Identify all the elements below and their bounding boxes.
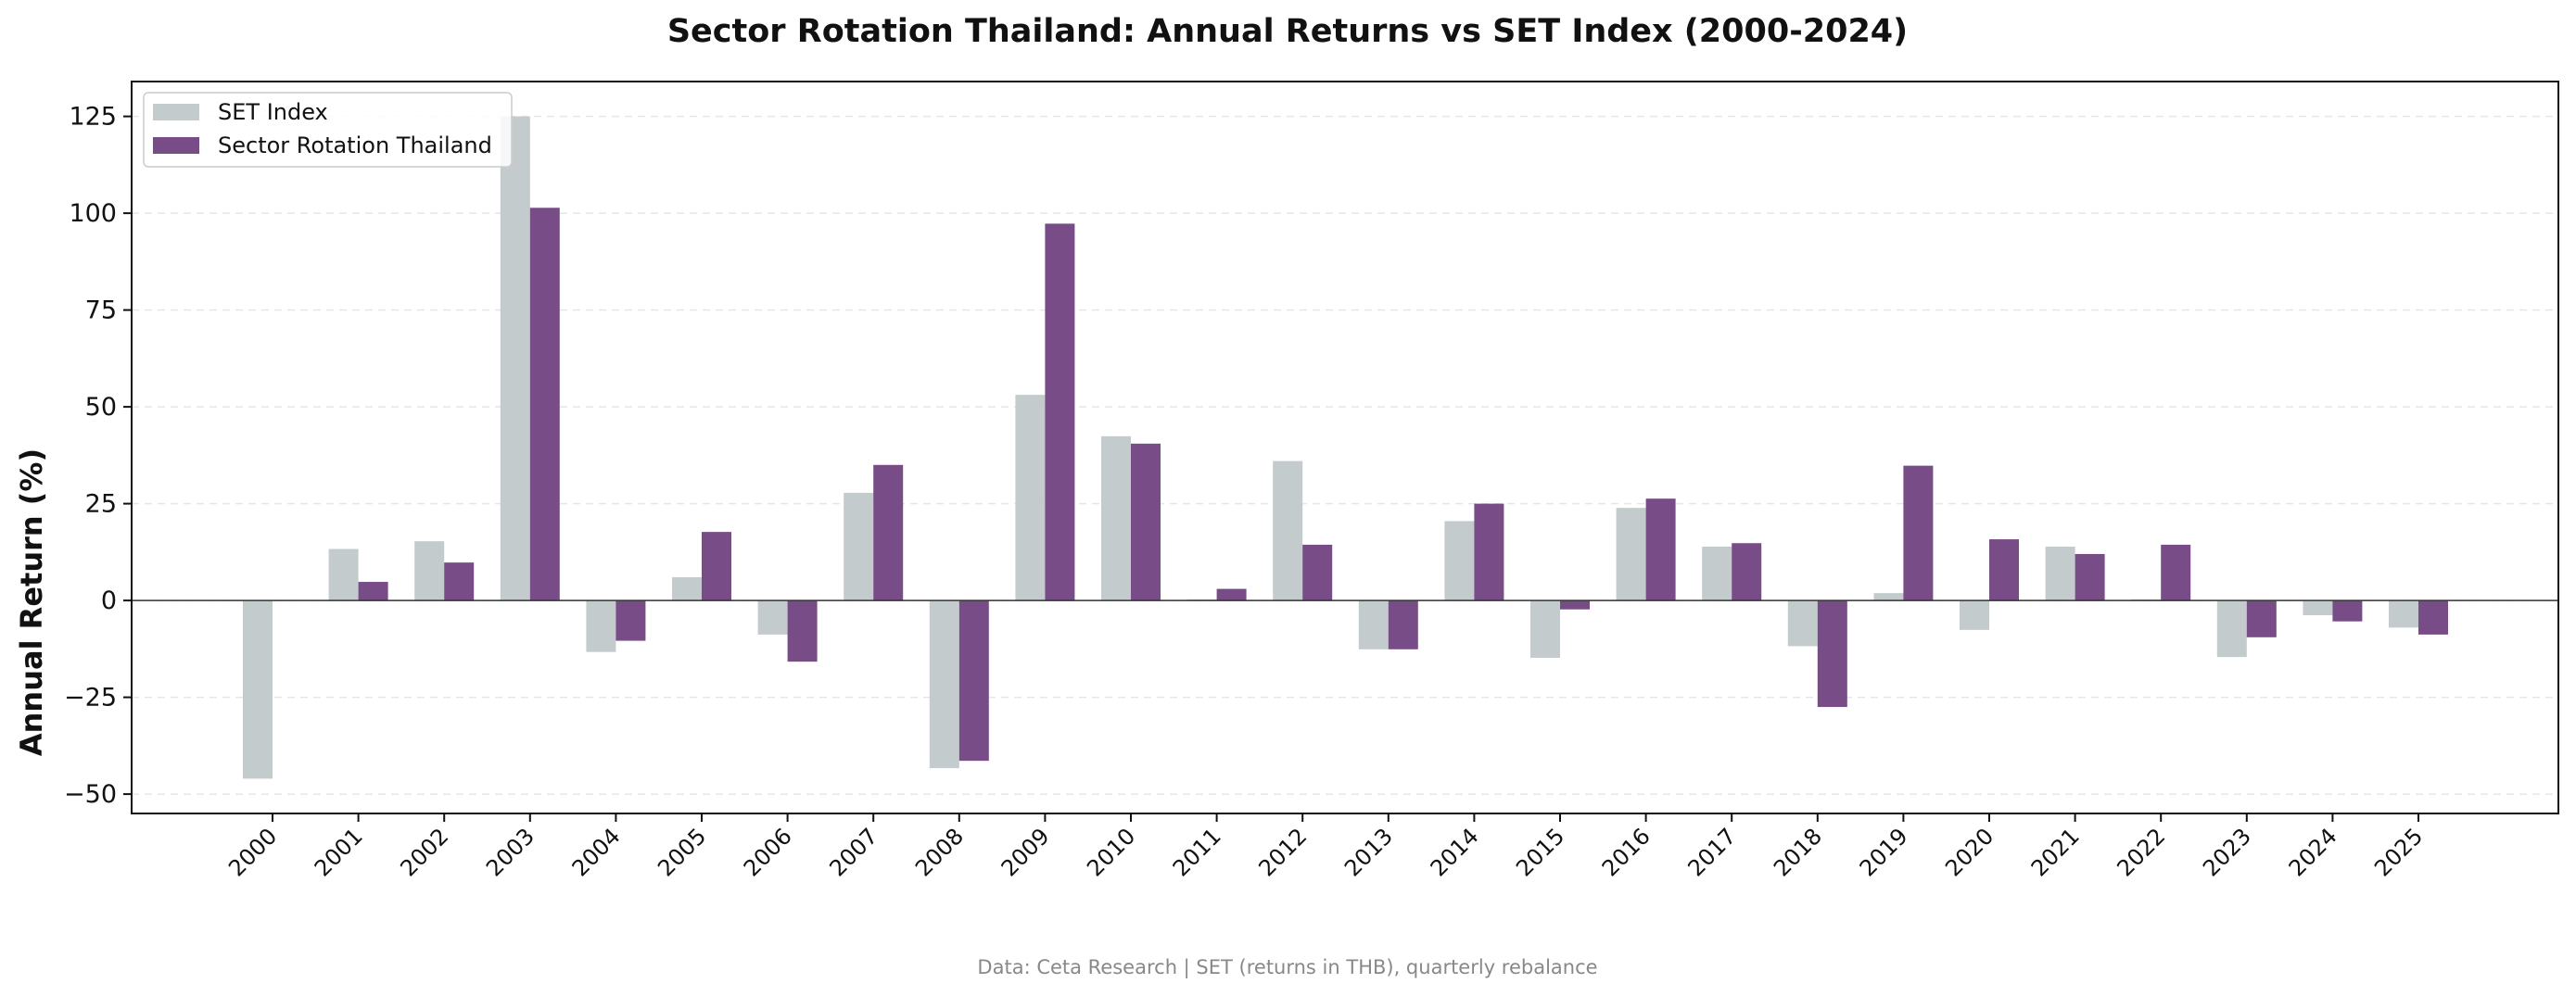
bar-set-index-2000	[243, 600, 273, 779]
x-tick-label: 2003	[481, 823, 539, 881]
bar-sector-rotation-2020	[1989, 539, 2019, 601]
bar-sector-rotation-2023	[2246, 600, 2277, 637]
bar-set-index-2005	[672, 577, 702, 601]
x-tick-label: 2009	[996, 823, 1055, 881]
x-tick-label: 2013	[1339, 823, 1398, 881]
bar-sector-rotation-2004	[615, 600, 646, 641]
legend-swatch	[153, 137, 199, 154]
bar-set-index-2024	[2303, 600, 2333, 615]
x-tick-label: 2008	[910, 823, 969, 881]
bar-sector-rotation-2025	[2418, 600, 2448, 635]
bar-sector-rotation-2010	[1131, 443, 1161, 601]
x-tick-label: 2001	[310, 823, 368, 881]
legend-label: SET Index	[218, 99, 328, 125]
bar-set-index-2002	[414, 541, 445, 601]
x-tick-label: 2010	[1082, 823, 1140, 881]
x-tick-label: 2005	[653, 823, 711, 881]
x-tick-label: 2011	[1168, 823, 1226, 881]
bar-sector-rotation-2001	[358, 582, 388, 601]
bar-sector-rotation-2014	[1474, 503, 1504, 601]
x-tick-label: 2014	[1426, 823, 1484, 881]
bar-set-index-2010	[1101, 435, 1131, 601]
bar-set-index-2017	[1702, 547, 1732, 601]
footnote: Data: Ceta Research | SET (returns in TH…	[977, 956, 1597, 979]
bar-sector-rotation-2011	[1216, 588, 1247, 601]
x-tick-label: 2006	[739, 823, 797, 881]
bar-set-index-2013	[1358, 600, 1389, 649]
chart-title: Sector Rotation Thailand: Annual Returns…	[667, 13, 1908, 50]
bar-sector-rotation-2013	[1388, 600, 1418, 649]
legend-label: Sector Rotation Thailand	[218, 132, 492, 158]
bar-sector-rotation-2022	[2161, 544, 2191, 601]
bar-set-index-2015	[1530, 600, 1560, 658]
legend-box	[143, 92, 513, 168]
x-tick-label: 2024	[2284, 823, 2342, 881]
bar-sector-rotation-2024	[2332, 600, 2363, 622]
bar-sector-rotation-2007	[873, 464, 904, 601]
x-tick-label: 2015	[1511, 823, 1569, 881]
bar-set-index-2007	[844, 492, 874, 601]
bar-set-index-2009	[1015, 395, 1046, 601]
bar-sector-rotation-2003	[529, 208, 560, 601]
legend-swatch	[153, 104, 199, 120]
x-tick-label: 2016	[1597, 823, 1656, 881]
bar-set-index-2001	[328, 548, 359, 601]
bar-set-index-2018	[1787, 600, 1818, 647]
y-axis-ticks: −50 −25 0 25 50 75 100 125	[64, 103, 132, 809]
bar-set-index-2006	[757, 600, 788, 635]
x-tick-label: 2018	[1769, 823, 1827, 881]
grid-lines	[132, 115, 2558, 795]
x-tick-label: 2020	[1940, 823, 1999, 881]
bar-sector-rotation-2006	[787, 600, 818, 662]
x-tick-label: 2019	[1855, 823, 1913, 881]
bars-group	[243, 116, 2448, 779]
y-tick-label: −25	[64, 684, 117, 712]
bar-sector-rotation-2002	[444, 562, 475, 601]
x-tick-label: 2012	[1253, 823, 1312, 881]
plot-frame	[131, 81, 2559, 814]
bar-sector-rotation-2018	[1817, 600, 1847, 708]
bar-sector-rotation-2017	[1732, 543, 1762, 601]
bar-set-index-2021	[2045, 547, 2075, 601]
y-tick-label: 25	[85, 490, 117, 519]
bar-sector-rotation-2012	[1302, 544, 1333, 601]
x-tick-label: 2004	[567, 823, 626, 881]
bar-set-index-2020	[1960, 600, 1989, 630]
bar-set-index-2004	[586, 600, 616, 652]
bar-set-index-2019	[1873, 593, 1904, 601]
x-tick-label: 2017	[1682, 823, 1741, 881]
bar-sector-rotation-2005	[702, 532, 731, 601]
bar-set-index-2014	[1444, 521, 1475, 601]
bar-sector-rotation-2021	[2075, 553, 2105, 601]
y-tick-label: 100	[69, 199, 117, 228]
bar-set-index-2023	[2216, 600, 2247, 658]
y-tick-label: −50	[64, 780, 117, 809]
y-axis-label: Annual Return (%)	[14, 448, 49, 756]
bar-set-index-2008	[929, 600, 959, 769]
y-tick-label: 75	[85, 296, 117, 325]
legend: SET Index Sector Rotation Thailand	[143, 92, 513, 168]
x-axis-ticks: 2000 2001 2002 2003 2004 2005 2006 2007 2008 2009…	[223, 813, 2428, 881]
y-tick-label: 50	[85, 393, 117, 422]
y-tick-label: 125	[69, 103, 117, 132]
bar-sector-rotation-2008	[958, 600, 989, 762]
x-tick-label: 2007	[824, 823, 882, 881]
bar-set-index-2025	[2389, 600, 2418, 628]
y-tick-label: 0	[101, 586, 117, 615]
x-tick-label: 2025	[2369, 823, 2428, 881]
bar-set-index-2012	[1273, 460, 1303, 601]
bar-set-index-2003	[500, 116, 530, 601]
x-tick-label: 2002	[395, 823, 453, 881]
bar-set-index-2016	[1616, 508, 1646, 601]
x-tick-label: 2022	[2112, 823, 2170, 881]
bar-sector-rotation-2016	[1645, 498, 1676, 601]
x-tick-label: 2000	[223, 823, 282, 881]
bar-sector-rotation-2019	[1903, 465, 1934, 601]
bar-sector-rotation-2009	[1045, 223, 1075, 601]
bar-sector-rotation-2015	[1560, 600, 1590, 610]
x-tick-label: 2023	[2198, 823, 2256, 881]
x-tick-label: 2021	[2026, 823, 2085, 881]
